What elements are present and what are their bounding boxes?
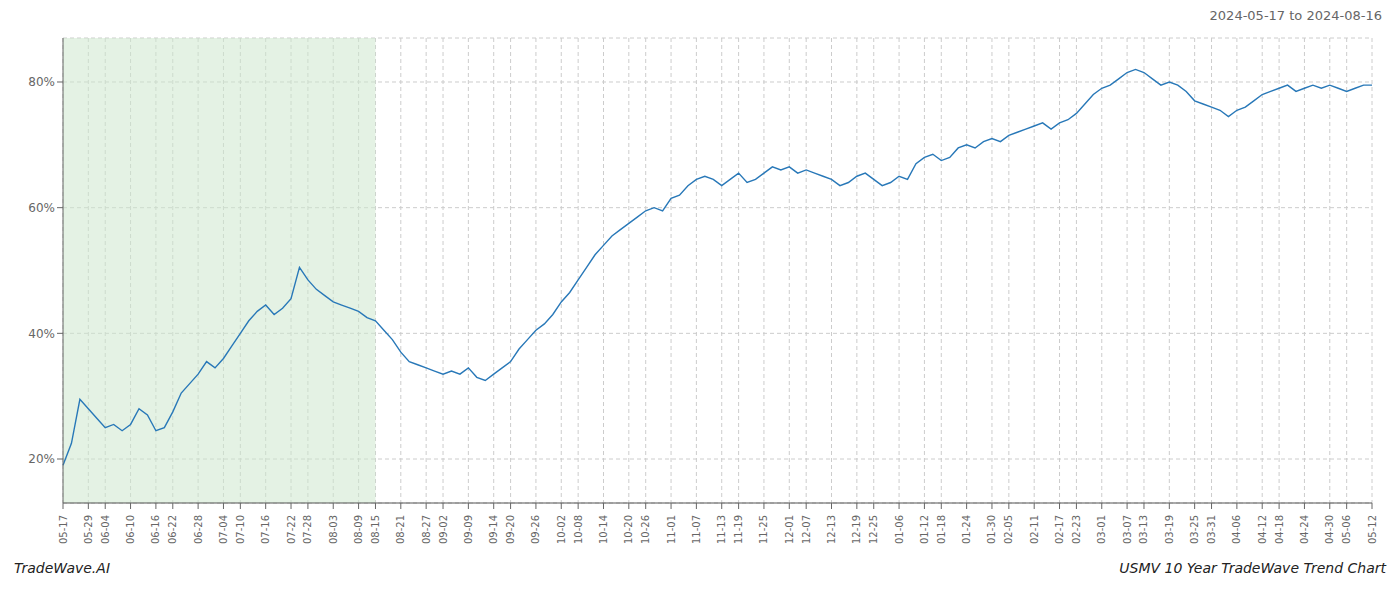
svg-text:02-05: 02-05 <box>1003 515 1014 544</box>
svg-text:01-06: 01-06 <box>894 515 905 544</box>
svg-text:80%: 80% <box>28 75 55 89</box>
svg-text:03-07: 03-07 <box>1122 515 1133 544</box>
svg-text:07-16: 07-16 <box>260 515 271 544</box>
svg-text:20%: 20% <box>28 452 55 466</box>
svg-text:12-07: 12-07 <box>801 515 812 544</box>
svg-text:06-16: 06-16 <box>150 515 161 544</box>
svg-text:04-12: 04-12 <box>1257 515 1268 544</box>
svg-text:06-28: 06-28 <box>193 515 204 544</box>
svg-text:01-24: 01-24 <box>961 515 972 544</box>
svg-text:03-31: 03-31 <box>1206 515 1217 544</box>
svg-text:01-18: 01-18 <box>936 515 947 544</box>
svg-text:03-19: 03-19 <box>1164 515 1175 544</box>
svg-text:04-06: 04-06 <box>1231 515 1242 544</box>
html-text:2024-05-17 to 2024-08-16: 2024-05-17 to 2024-08-16 <box>1209 8 1382 23</box>
svg-text:04-24: 04-24 <box>1299 515 1310 544</box>
svg-text:10-02: 10-02 <box>556 515 567 544</box>
svg-text:03-13: 03-13 <box>1138 515 1149 544</box>
svg-text:08-15: 08-15 <box>370 515 381 544</box>
svg-text:11-25: 11-25 <box>758 515 769 544</box>
svg-text:07-28: 07-28 <box>302 515 313 544</box>
svg-text:02-17: 02-17 <box>1054 515 1065 544</box>
svg-text:04-30: 04-30 <box>1324 515 1335 544</box>
svg-text:06-10: 06-10 <box>125 515 136 544</box>
svg-text:03-25: 03-25 <box>1189 515 1200 544</box>
svg-text:07-04: 07-04 <box>218 515 229 544</box>
svg-text:05-29: 05-29 <box>83 515 94 544</box>
svg-text:06-04: 06-04 <box>100 515 111 544</box>
svg-text:09-14: 09-14 <box>488 515 499 544</box>
svg-text:03-01: 03-01 <box>1096 515 1107 544</box>
svg-text:05-12: 05-12 <box>1367 515 1378 544</box>
svg-text:12-13: 12-13 <box>826 515 837 544</box>
svg-text:10-26: 10-26 <box>640 515 651 544</box>
svg-text:05-06: 05-06 <box>1341 515 1352 544</box>
svg-text:12-25: 12-25 <box>868 515 879 544</box>
svg-text:08-27: 08-27 <box>421 515 432 544</box>
svg-text:12-19: 12-19 <box>851 515 862 544</box>
svg-text:08-03: 08-03 <box>328 515 339 544</box>
svg-text:11-07: 11-07 <box>691 515 702 544</box>
svg-text:07-22: 07-22 <box>286 515 297 544</box>
svg-text:06-22: 06-22 <box>167 515 178 544</box>
svg-text:40%: 40% <box>28 327 55 341</box>
svg-text:10-14: 10-14 <box>598 515 609 544</box>
svg-text:60%: 60% <box>28 201 55 215</box>
svg-text:10-08: 10-08 <box>573 515 584 544</box>
svg-text:11-01: 11-01 <box>666 515 677 544</box>
svg-text:10-20: 10-20 <box>623 515 634 544</box>
svg-text:09-26: 09-26 <box>530 515 541 544</box>
svg-text:11-13: 11-13 <box>716 515 727 544</box>
svg-text:11-19: 11-19 <box>733 515 744 544</box>
svg-text:12-01: 12-01 <box>784 515 795 544</box>
svg-text:08-09: 08-09 <box>353 515 364 544</box>
svg-text:01-30: 01-30 <box>986 515 997 544</box>
svg-text:09-20: 09-20 <box>505 515 516 544</box>
svg-text:09-02: 09-02 <box>438 515 449 544</box>
html-text:TradeWave.AI: TradeWave.AI <box>14 560 110 576</box>
svg-text:07-10: 07-10 <box>235 515 246 544</box>
svg-text:01-12: 01-12 <box>919 515 930 544</box>
svg-text:02-11: 02-11 <box>1029 515 1040 544</box>
svg-text:09-09: 09-09 <box>463 515 474 544</box>
html-text:USMV 10 Year TradeWave Trend C: USMV 10 Year TradeWave Trend Chart <box>1119 560 1386 576</box>
svg-text:05-17: 05-17 <box>58 515 69 544</box>
svg-text:02-23: 02-23 <box>1071 515 1082 544</box>
svg-text:04-18: 04-18 <box>1274 515 1285 544</box>
svg-text:08-21: 08-21 <box>395 515 406 544</box>
